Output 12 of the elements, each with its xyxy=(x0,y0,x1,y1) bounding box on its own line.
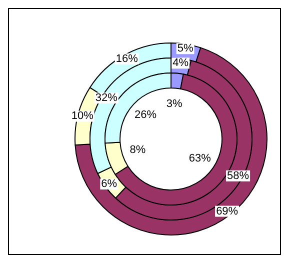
data-label: 16% xyxy=(116,52,138,65)
data-label: 4% xyxy=(172,57,189,70)
data-label: 58% xyxy=(227,170,250,182)
data-label: 26% xyxy=(134,109,157,122)
data-label: 5% xyxy=(177,42,194,55)
data-label: 6% xyxy=(101,178,118,190)
data-label: 10% xyxy=(71,110,94,122)
data-label: 3% xyxy=(166,98,182,110)
data-label: 32% xyxy=(95,92,118,104)
data-label: 69% xyxy=(216,205,238,218)
data-label: 63% xyxy=(188,152,212,165)
data-label: 8% xyxy=(130,144,146,156)
